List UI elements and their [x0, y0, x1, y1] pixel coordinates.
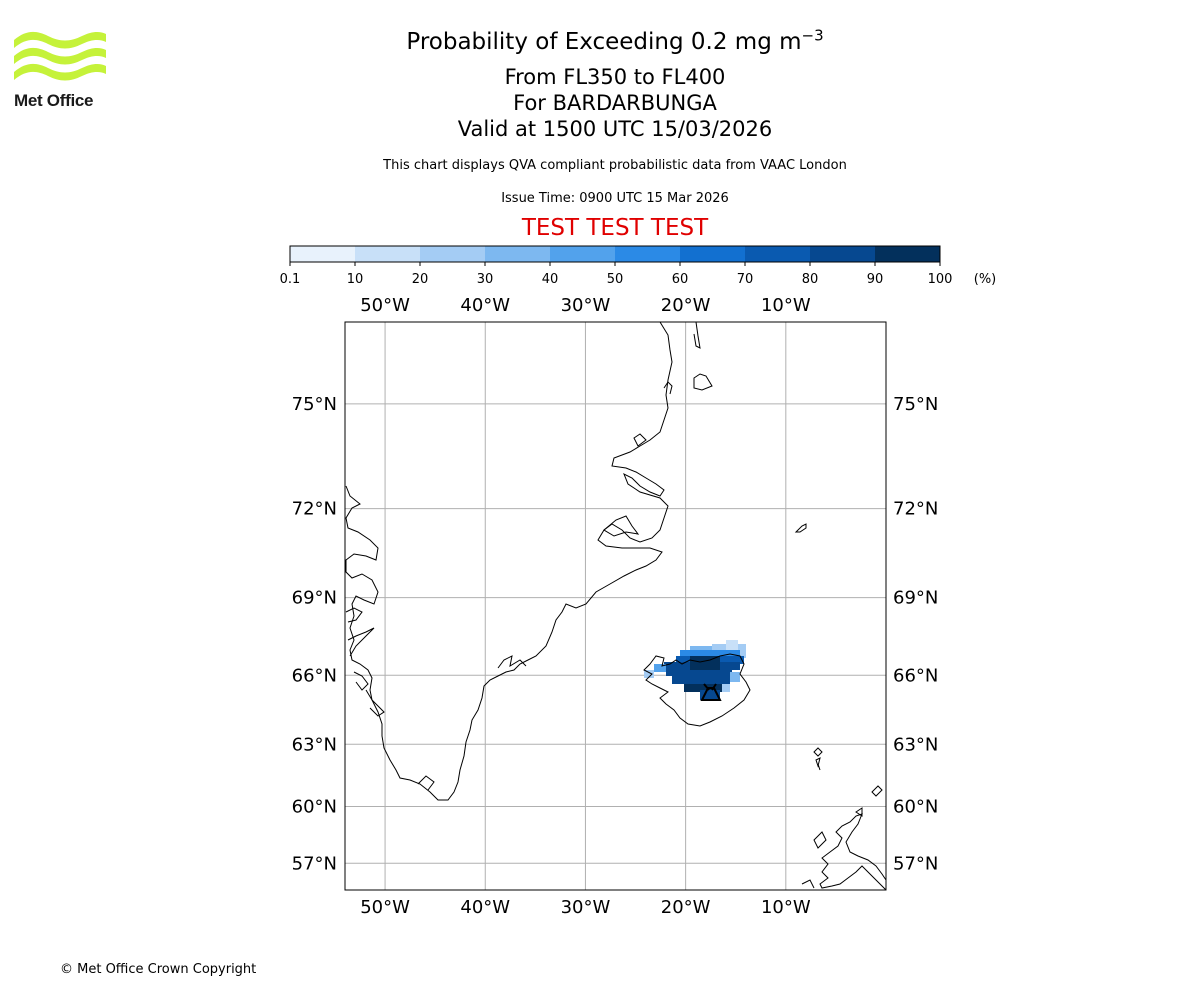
longitude-label-top: 10°W: [761, 295, 811, 316]
volcano-name: For BARDARBUNGA: [513, 91, 717, 115]
colorbar-cell: [485, 246, 551, 262]
colorbar-cell: [875, 246, 941, 262]
colorbar-cell: [550, 246, 616, 262]
chart-title: Probability of Exceeding 0.2 mg m−3: [315, 28, 915, 56]
colorbar-tick-label: 10: [347, 272, 364, 287]
issue-time: Issue Time: 0900 UTC 15 Mar 2026: [501, 191, 729, 206]
colorbar-tick-label: 70: [737, 272, 754, 287]
chart-description: This chart displays QVA compliant probab…: [383, 158, 847, 173]
logo-text: Met Office: [14, 91, 94, 110]
colorbar-tick-label: 0.1: [280, 272, 301, 287]
colorbar-tick-label: 90: [867, 272, 884, 287]
latitude-label-right: 60°N: [893, 796, 938, 817]
map-background: [345, 322, 886, 890]
latitude-label-right: 66°N: [893, 665, 938, 686]
longitude-label-bottom: 10°W: [761, 897, 811, 918]
latitude-label-left: 63°N: [292, 734, 337, 755]
test-banner: TEST TEST TEST: [521, 215, 709, 241]
longitude-label-bottom: 40°W: [460, 897, 510, 918]
longitude-label-top: 20°W: [661, 295, 711, 316]
copyright-notice: © Met Office Crown Copyright: [60, 962, 257, 977]
colorbar-tick-label: 80: [802, 272, 819, 287]
colorbar-cell: [615, 246, 681, 262]
longitude-label-top: 40°W: [460, 295, 510, 316]
longitude-label-bottom: 20°W: [661, 897, 711, 918]
colorbar-cell: [420, 246, 486, 262]
longitude-label-top: 50°W: [360, 295, 410, 316]
colorbar-tick-label: 50: [607, 272, 624, 287]
latitude-label-right: 63°N: [893, 734, 938, 755]
jan-mayen-coastline: [794, 523, 807, 533]
colorbar-cell: [290, 246, 356, 262]
met-office-waves-icon: [14, 31, 106, 81]
latitude-label-right: 69°N: [893, 588, 938, 609]
colorbar-tick-label: 40: [542, 272, 559, 287]
colorbar-cell: [355, 246, 421, 262]
latitude-label-left: 75°N: [292, 394, 337, 415]
scotland-coastline: [819, 813, 886, 890]
colorbar-cell: [810, 246, 876, 262]
latitude-label-left: 69°N: [292, 588, 337, 609]
colorbar-tick-label: 20: [412, 272, 429, 287]
chart-title-exponent: −3: [801, 26, 824, 45]
latitude-label-left: 57°N: [292, 853, 337, 874]
latitude-label-left: 60°N: [292, 796, 337, 817]
latitude-label-right: 75°N: [893, 394, 938, 415]
gridlines: [345, 322, 886, 890]
colorbar: 0.1 10 20 30 40 50 60 70 80 90 100 (%): [0, 0, 1200, 300]
volcano-marker-icon: [700, 683, 722, 701]
latitude-label-left: 66°N: [292, 665, 337, 686]
latitude-label-left: 72°N: [292, 499, 337, 520]
colorbar-cell: [745, 246, 811, 262]
colorbar-tick-label: 60: [672, 272, 689, 287]
latitude-label-right: 72°N: [893, 499, 938, 520]
map-frame: [344, 321, 887, 891]
valid-time: Valid at 1500 UTC 15/03/2026: [457, 117, 773, 141]
chart-title-main: Probability of Exceeding 0.2 mg m: [406, 29, 802, 55]
longitude-label-top: 30°W: [561, 295, 611, 316]
greenland-coastline: [345, 322, 673, 801]
colorbar-tick-label: 100: [928, 272, 953, 287]
axis-labels: 50°W 50°W 40°W 40°W 30°W 30°W 20°W 20°W 10°W 10°W…: [292, 295, 939, 918]
longitude-label-bottom: 50°W: [360, 897, 410, 918]
colorbar-unit-label: (%): [974, 272, 997, 287]
met-office-logo: Met Office: [14, 30, 110, 114]
iceland-coastline: [643, 653, 751, 727]
colorbar-svg: 0.1 10 20 30 40 50 60 70 80 90 100 (%): [280, 245, 997, 287]
faroe-islands-coastline: [813, 747, 823, 771]
colorbar-cell: [680, 246, 746, 262]
longitude-label-bottom: 30°W: [561, 897, 611, 918]
latitude-label-right: 57°N: [893, 853, 938, 874]
colorbar-tick-label: 30: [477, 272, 494, 287]
flight-level-range: From FL350 to FL400: [504, 65, 726, 89]
